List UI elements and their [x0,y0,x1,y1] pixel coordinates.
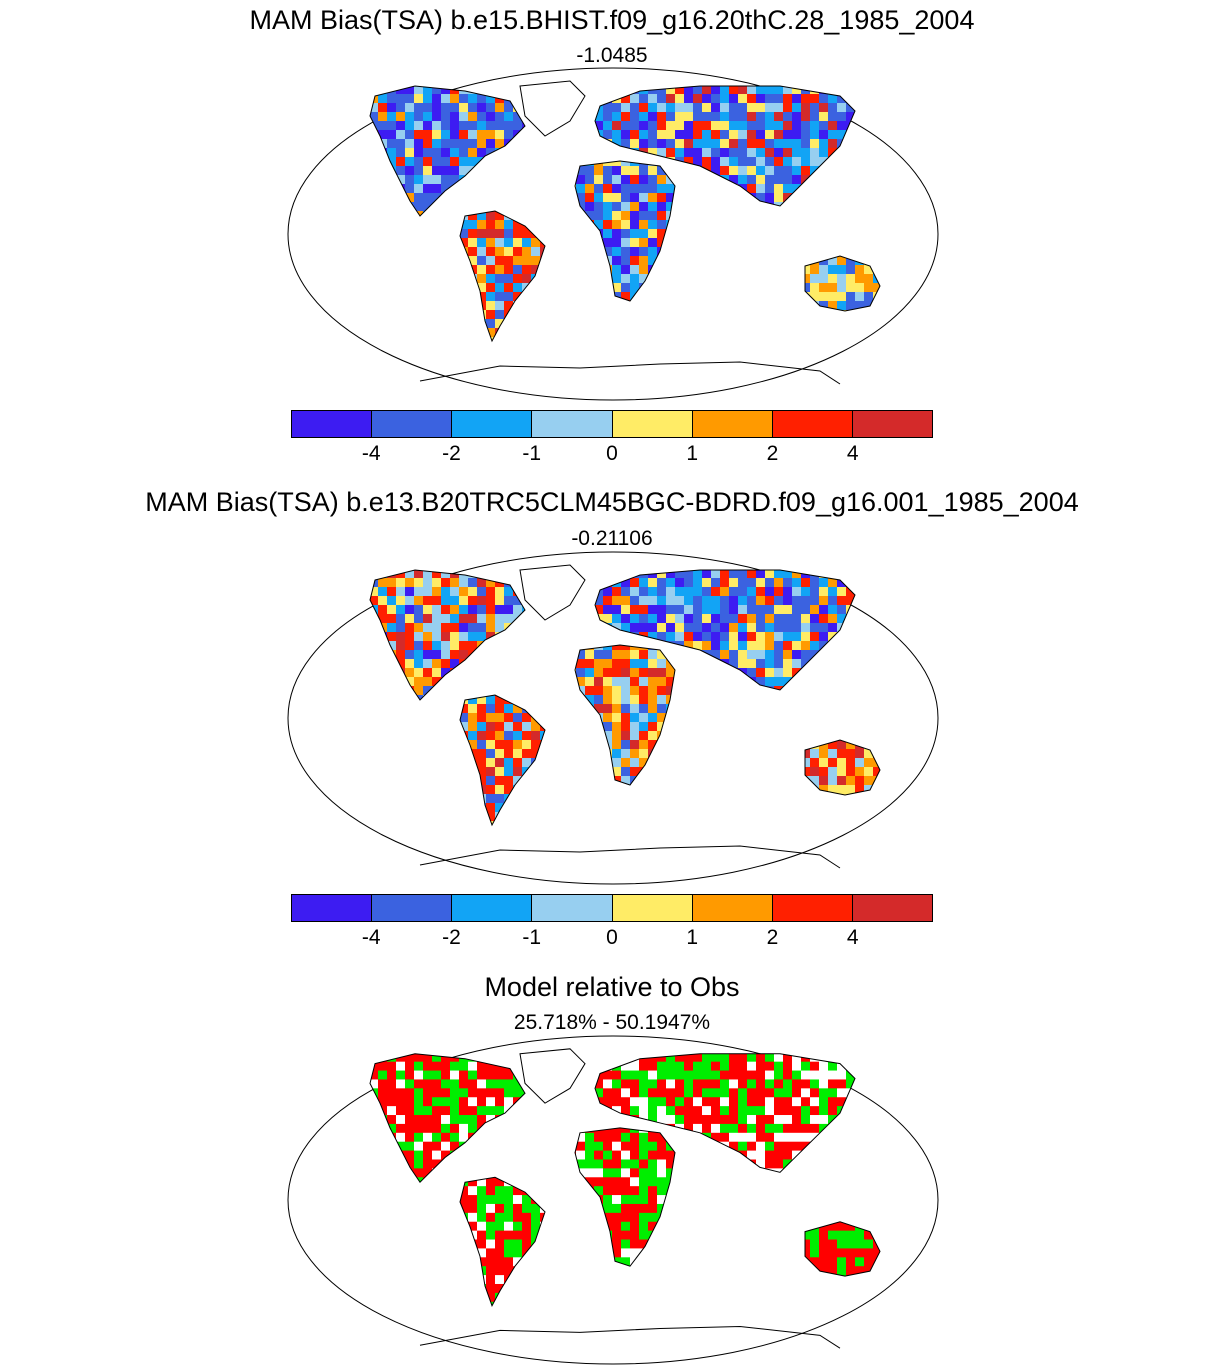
panel-1-map [287,67,939,401]
coastline-antarctica [419,845,841,869]
panel-3-map [287,1035,939,1365]
colorbar-swatch [532,895,613,921]
colorbar-swatch [372,411,453,437]
coastline-australia [804,739,881,796]
colorbar-swatch [852,895,932,921]
panel-1-colorbar-ticks: -4 -2 -1 0 1 2 4 [291,442,933,468]
colorbar-swatch [372,895,453,921]
coastline-europe-asia [594,85,856,207]
colorbar-tick-label: -1 [522,442,541,466]
coastline-antarctica [419,1325,841,1349]
colorbar-swatch [452,895,533,921]
colorbar-tick-label: 4 [847,926,859,950]
colorbar-swatch [292,411,373,437]
coastline-greenland [519,80,586,137]
panel-1-title: MAM Bias(TSA) b.e15.BHIST.f09_g16.20thC.… [0,5,1224,36]
panel-2-title: MAM Bias(TSA) b.e13.B20TRC5CLM45BGC-BDRD… [0,487,1224,518]
colorbar-tick-label: 1 [686,442,698,466]
coastline-africa [574,160,676,302]
coastline-north-america [369,569,526,701]
panel-3-range: 25.718% - 50.1947% [0,1011,1224,1035]
panel-2-colorbar [291,894,933,922]
colorbar-tick-label: 1 [686,926,698,950]
colorbar-swatch [452,411,533,437]
coastline-south-america [459,694,546,827]
coastline-australia [804,255,881,312]
region-australia [805,740,880,795]
colorbar-tick-label: 2 [767,926,779,950]
panel-2-mean-value: -0.21106 [0,527,1224,551]
colorbar-swatch [852,411,932,437]
coastline-greenland [519,1048,586,1104]
coastline-africa [574,1127,676,1267]
coastline-south-america [459,210,546,343]
colorbar-swatch [292,895,373,921]
coastline-greenland [519,564,586,621]
panel-1-colorbar [291,410,933,438]
colorbar-tick-label: -4 [362,442,381,466]
colorbar-swatch [692,411,773,437]
colorbar-tick-label: -4 [362,926,381,950]
colorbar-tick-label: 0 [606,442,618,466]
colorbar-tick-label: 0 [606,926,618,950]
panel-2-colorbar-ticks: -4 -2 -1 0 1 2 4 [291,926,933,952]
coastline-europe-asia [594,569,856,691]
panel-2-map [287,551,939,885]
coastline-africa [574,644,676,786]
colorbar-tick-label: -2 [442,442,461,466]
colorbar-swatch [612,895,693,921]
colorbar-tick-label: -1 [522,926,541,950]
colorbar-swatch [612,411,693,437]
colorbar-swatch [532,411,613,437]
colorbar-tick-label: -2 [442,926,461,950]
colorbar-tick-label: 2 [767,442,779,466]
colorbar-swatch [692,895,773,921]
coastline-south-america [459,1176,546,1307]
colorbar-tick-label: 4 [847,442,859,466]
coastline-australia [804,1221,881,1277]
colorbar-swatch [772,895,853,921]
coastline-antarctica [419,361,841,385]
coastline-europe-asia [594,1053,856,1173]
colorbar-swatch [772,411,853,437]
coastline-north-america [369,85,526,217]
coastline-north-america [369,1053,526,1183]
panel-3-title: Model relative to Obs [0,972,1224,1003]
panel-1-mean-value: -1.0485 [0,44,1224,68]
